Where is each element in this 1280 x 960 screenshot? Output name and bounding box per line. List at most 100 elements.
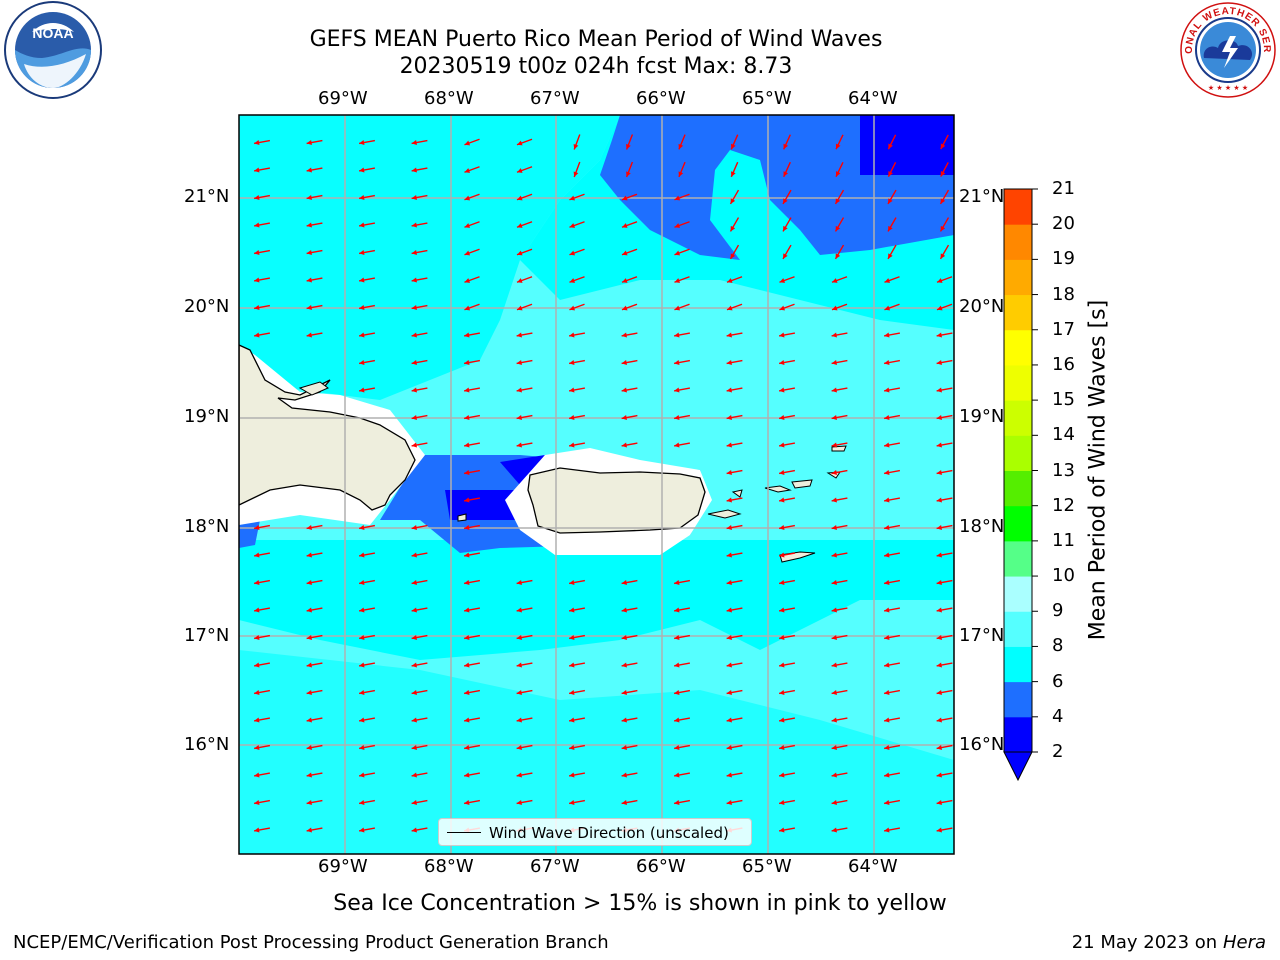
wind-wave-arrow-head [940,225,946,232]
anegada-island [831,445,847,452]
wind-wave-arrow-head [888,225,893,232]
wind-wave-arrow-head [569,800,575,805]
lon-label-bottom: 67°W [530,856,580,877]
wind-wave-arrow-head [359,552,365,558]
wind-wave-arrow-head [884,278,891,283]
wind-wave-arrow-head [731,171,736,177]
culebra-island [731,489,743,498]
wind-wave-arrow-head [306,607,312,613]
wind-wave-arrow-head [779,827,785,833]
wind-wave-arrow-head [306,580,312,585]
colorbar-under-extension [1003,751,1033,782]
wind-wave-arrow-head [254,277,260,283]
colorbar-tick-label: 15 [1052,389,1075,411]
wind-wave-arrow-head [254,195,260,200]
wind-wave-arrow-head [306,525,312,530]
sea-ice-note: Sea Ice Concentration > 15% is shown in … [333,891,947,916]
colorbar-segment [1004,681,1032,718]
wind-wave-arrow-head [726,497,732,503]
lat-label-left: 21°N [184,186,230,207]
colorbar-segment [1004,611,1032,647]
lon-label-bottom: 66°W [636,856,686,877]
wind-wave-arrow-head [674,662,680,668]
wind-wave-arrow-head [464,223,471,228]
wind-wave-arrow-head [359,222,365,228]
wind-wave-arrow-head [783,225,788,232]
lat-label-right: 17°N [959,625,1005,646]
wind-wave-arrow-head [621,635,627,640]
wind-wave-arrow-head [888,198,893,204]
wind-wave-arrow-head [464,662,470,668]
wind-wave-arrow-head [674,278,681,283]
wind-wave-arrow-head [254,772,260,778]
wind-wave-arrow-head [411,827,417,833]
wind-wave-arrow-head [359,387,365,393]
wind-wave-arrow-head [411,222,417,228]
wind-wave-arrow-head [464,745,470,750]
wind-wave-arrow-head [464,717,470,723]
wind-wave-arrow-head [831,278,838,283]
colorbar-tick-label: 9 [1052,600,1064,622]
wind-wave-arrow-head [569,772,575,778]
wind-wave-arrow [622,856,638,859]
wind-wave-arrow-head [726,305,733,311]
wind-wave-arrow-head [306,332,312,338]
wind-wave-arrow-head [779,525,785,530]
wind-wave-arrow-head [674,195,681,201]
wind-wave-arrow-head [779,745,785,750]
wind-wave-arrow-head [464,497,470,503]
colorbar-segment [1004,540,1032,577]
wind-wave-arrow-head [888,171,893,177]
wind-wave-arrow-head [674,580,680,585]
lat-label-left: 16°N [184,734,230,755]
wind-wave-arrow-head [726,552,732,558]
wind-wave-arrow-head [779,552,785,558]
colorbar-segment [1004,259,1032,296]
wind-wave-arrow-head [516,662,522,668]
wind-wave-arrow-head [726,717,732,723]
wind-wave-arrow-head [411,607,417,613]
wind-wave-arrow-head [254,690,260,695]
wind-wave-arrow-head [831,745,837,750]
colorbar-segment [1004,435,1032,471]
noaa-logo-icon: NOAA [4,1,102,99]
lat-label-right: 21°N [959,186,1005,207]
colorbar-tick-label: 10 [1052,565,1075,587]
wind-wave-arrow-head [359,360,365,365]
wind-wave-arrow-head [832,855,837,860]
wind-wave-arrow-head [254,662,260,668]
wind-wave-arrow-head [464,552,470,558]
wind-wave-arrow-head [516,360,522,365]
wind-wave-arrow-head [254,552,260,558]
wind-wave-arrow-head [359,580,365,585]
wind-wave-arrow-head [730,198,736,204]
wind-wave-arrow-head [779,800,785,805]
wind-wave-arrow-head [254,800,260,805]
wind-wave-arrow-head [884,525,890,530]
wind-wave-arrow-head [254,305,260,310]
wind-wave-arrow-head [674,305,681,311]
wind-wave-arrow-head [937,855,942,860]
wind-wave-arrow-head [464,140,471,146]
wind-wave-arrow-head [621,278,628,283]
wind-wave-arrow-head [621,415,627,420]
wind-wave-arrow-head [674,690,680,695]
wind-wave-arrow-head [359,305,365,310]
lat-label-left: 19°N [184,406,230,427]
wind-wave-arrow-head [516,305,523,311]
wind-wave-arrow-head [464,772,470,778]
colorbar-tick-label: 11 [1052,529,1075,551]
wind-wave-arrow-head [464,525,470,530]
wind-wave-arrow-head [726,745,732,750]
wind-wave-arrow-head [831,442,837,448]
colorbar-tick-label: 4 [1052,705,1064,727]
wind-wave-arrow-head [516,772,522,778]
wind-wave-arrow-head [936,717,942,723]
wind-wave-arrow-head [464,690,470,695]
wind-wave-arrow-head [726,387,732,393]
wind-wave-arrow-head [306,552,312,558]
wind-wave-arrow-head [516,800,522,805]
wind-wave-arrow-head [359,332,365,338]
wind-wave-arrow-head [359,717,365,723]
wind-wave-arrow-head [359,690,365,695]
